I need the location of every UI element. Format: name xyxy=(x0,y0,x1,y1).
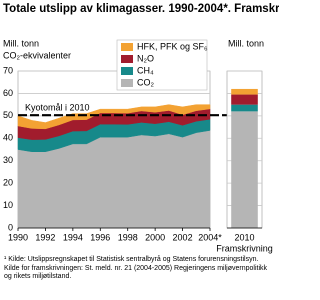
y-tick-label: 60 xyxy=(3,88,13,98)
legend-swatch xyxy=(121,43,133,51)
y-label: Mill. tonn xyxy=(3,38,39,48)
y-tick-label: 10 xyxy=(3,200,13,210)
y-label: Mill. tonn xyxy=(228,38,264,48)
legend-swatch xyxy=(121,79,133,87)
legend-swatch xyxy=(121,55,133,63)
y-tick-label: 0 xyxy=(8,222,13,232)
y-tick-label: 40 xyxy=(3,133,13,143)
legend: HFK, PFK og SF₆ N₂O CH₄ CO₂ xyxy=(116,39,208,91)
annotation: Kyotomål i 2010 xyxy=(25,103,90,113)
x-tick-label: 2002 xyxy=(173,232,193,242)
footnotes: ¹ Kilde: Utslippsregnskapet til Statisti… xyxy=(4,256,274,282)
legend-label: CH₄ xyxy=(137,65,154,75)
bar-segment xyxy=(231,111,258,228)
chart-title: Totale utslipp av klimagasser. 1990-2004… xyxy=(3,3,279,15)
y-label: CO₂-ekvivalenter xyxy=(3,50,71,60)
page: Totale utslipp av klimagasser. 1990-2004… xyxy=(2,3,279,282)
legend-label: CO₂ xyxy=(137,77,155,87)
y-tick-label: 70 xyxy=(3,65,13,75)
y-tick-label: 30 xyxy=(3,155,13,165)
x-tick-label: 1994 xyxy=(63,232,83,242)
bar-segment xyxy=(231,104,258,112)
x-tick-label: 1996 xyxy=(90,232,110,242)
x-tick-label: 2004* xyxy=(198,232,222,242)
x-tick-label: 1990 xyxy=(8,232,28,242)
bar-segment xyxy=(231,88,258,95)
y-tick-label: 50 xyxy=(3,110,13,120)
x-label: Framskrivning xyxy=(216,243,273,253)
legend-label: N₂O xyxy=(137,53,154,63)
x-tick-label: 1992 xyxy=(35,232,55,242)
footnote: Kilde for framskrivningen: St. meld. nr.… xyxy=(4,264,268,281)
legend-swatch xyxy=(121,67,133,75)
chart: Totale utslipp av klimagasser. 1990-2004… xyxy=(3,3,279,253)
x-tick-label: 2000 xyxy=(145,232,165,242)
footnote: ¹ Kilde: Utslippsregnskapet til Statisti… xyxy=(4,256,259,263)
x-tick-label: 2010 xyxy=(234,232,254,242)
legend-label: HFK, PFK og SF₆ xyxy=(137,41,208,51)
x-tick-label: 1998 xyxy=(118,232,138,242)
y-tick-label: 20 xyxy=(3,178,13,188)
area xyxy=(17,104,211,130)
bar-segment xyxy=(231,94,258,105)
